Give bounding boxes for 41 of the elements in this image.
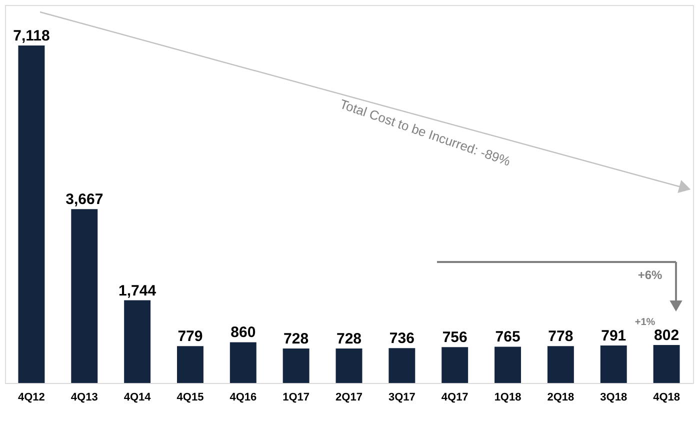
data-label: 728	[284, 330, 309, 348]
data-label: 728	[336, 330, 362, 348]
bar	[18, 46, 45, 383]
x-tick-label: 2Q17	[336, 392, 362, 404]
bar	[442, 347, 468, 383]
x-tick-label: 3Q18	[600, 392, 628, 404]
bar	[177, 346, 204, 383]
bar	[653, 344, 680, 383]
bar	[494, 346, 521, 383]
x-tick-label: 4Q15	[176, 392, 204, 404]
data-label: 7,118	[13, 28, 50, 44]
bar	[282, 348, 310, 383]
data-label: 756	[442, 329, 468, 346]
x-tick-label: 3Q17	[388, 392, 416, 404]
annotation: +6%	[638, 268, 662, 282]
data-label: 3,667	[66, 191, 104, 208]
x-tick-label: 4Q16	[230, 392, 257, 404]
data-label: 802	[654, 326, 680, 344]
data-label: 778	[548, 328, 574, 346]
annotation: +1%	[634, 317, 656, 328]
x-tick-label: 4Q14	[124, 392, 152, 404]
bar	[336, 348, 362, 383]
bar	[600, 345, 627, 383]
data-label: 779	[178, 328, 203, 346]
bar	[547, 346, 574, 383]
bar	[124, 300, 151, 383]
data-label: 1,744	[118, 282, 157, 300]
x-tick-label: 1Q18	[494, 392, 522, 404]
x-tick-label: 4Q17	[441, 392, 468, 404]
bar	[71, 209, 98, 383]
data-label: 791	[601, 327, 626, 344]
bar	[388, 348, 416, 383]
data-label: 860	[230, 324, 256, 342]
x-tick-label: 4Q12	[18, 392, 45, 404]
x-tick-label: 4Q13	[70, 392, 98, 404]
data-label: 765	[495, 328, 520, 346]
data-label: 736	[389, 330, 414, 348]
x-tick-label: 1Q17	[282, 392, 310, 404]
x-tick-label: 2Q18	[547, 392, 574, 404]
x-tick-label: 4Q18	[653, 392, 680, 404]
bar	[230, 342, 256, 383]
